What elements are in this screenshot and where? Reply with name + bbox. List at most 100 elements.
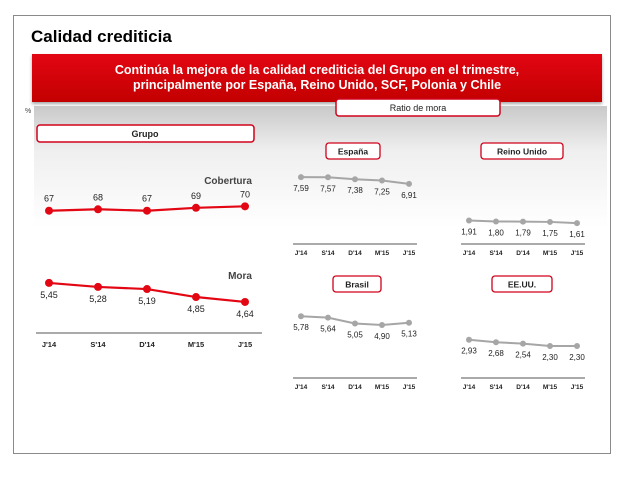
banner-line-2: principalmente por España, Reino Unido, … xyxy=(132,78,502,92)
espana-point xyxy=(352,176,358,183)
cobertura-point xyxy=(143,206,151,215)
espana-tick-label: J'15 xyxy=(403,250,416,257)
reino-unido-data-label: 1,79 xyxy=(515,229,531,238)
reino-unido-tick-label: D'14 xyxy=(516,250,530,257)
espana-point xyxy=(379,177,385,184)
cobertura-data-label: 68 xyxy=(93,192,103,202)
reino-unido-point xyxy=(493,218,499,225)
grupo-title: Grupo xyxy=(132,129,159,139)
mora-point xyxy=(143,285,151,294)
brasil-data-label: 5,64 xyxy=(320,325,336,334)
unit-label: % xyxy=(25,108,31,115)
mora-data-label: 5,19 xyxy=(138,296,156,306)
ee-uu-data-label: 2,93 xyxy=(461,347,477,356)
brasil-tick-label: J'14 xyxy=(295,384,308,391)
reino-unido-data-label: 1,80 xyxy=(488,229,504,238)
espana-title: España xyxy=(338,147,369,157)
espana-point xyxy=(298,174,304,181)
brasil-point xyxy=(325,314,331,321)
grupo-tick-label: M'15 xyxy=(188,340,204,349)
ee-uu-point xyxy=(520,340,526,347)
brasil-title-box xyxy=(332,275,382,293)
cobertura-data-label: 69 xyxy=(191,191,201,201)
ee-uu-tick-label: D'14 xyxy=(516,384,530,391)
brasil-tick-label: J'15 xyxy=(403,384,416,391)
mora-series-name: Mora xyxy=(228,271,252,282)
reino-unido-point xyxy=(547,218,553,225)
mora-point xyxy=(45,278,53,287)
brasil-data-label: 5,13 xyxy=(401,330,417,339)
reino-unido-data-label: 1,91 xyxy=(461,228,477,237)
brasil-title: Brasil xyxy=(345,280,369,290)
cobertura-data-label: 67 xyxy=(44,194,54,204)
ee-uu-point xyxy=(466,336,472,343)
brasil-point xyxy=(352,320,358,327)
reino-unido-point xyxy=(520,218,526,225)
ee-uu-data-label: 2,30 xyxy=(542,353,558,362)
ee-uu-point xyxy=(574,343,580,349)
brasil-data-label: 5,78 xyxy=(293,323,309,332)
espana-tick-label: M'15 xyxy=(375,250,390,257)
ee-uu-data-label: 2,68 xyxy=(488,349,504,358)
espana-data-label: 6,91 xyxy=(401,191,417,200)
brasil-tick-label: M'15 xyxy=(375,384,390,391)
banner-line-1: Continúa la mejora de la calidad crediti… xyxy=(114,63,520,77)
espana-title-box xyxy=(325,142,381,160)
brasil-data-label: 5,05 xyxy=(347,331,363,340)
ee-uu-point xyxy=(547,343,553,349)
espana-data-label: 7,25 xyxy=(374,188,390,197)
grupo-tick-label: J'15 xyxy=(238,340,252,349)
mora-point xyxy=(94,282,102,291)
grupo-title-box xyxy=(36,124,255,143)
cobertura-point xyxy=(94,205,102,214)
reino-unido-tick-label: J'15 xyxy=(571,250,584,257)
ee-uu-data-label: 2,30 xyxy=(569,353,585,362)
reino-unido-point xyxy=(466,217,472,224)
grupo-tick-label: J'14 xyxy=(42,340,57,349)
cobertura-point xyxy=(241,202,249,211)
reino-unido-data-label: 1,61 xyxy=(569,230,585,239)
ee-uu-tick-label: M'15 xyxy=(543,384,558,391)
cobertura-point xyxy=(192,203,200,212)
small-multiples: España 7,59 7,57 7,38 7,25 6,91 J'14 S'14 D'14 M'… xyxy=(293,142,585,391)
cobertura-point xyxy=(45,206,53,215)
reino-unido-tick-label: J'14 xyxy=(463,250,476,257)
espana-point xyxy=(406,180,412,187)
headline-banner: Continúa la mejora de la calidad crediti… xyxy=(32,54,602,102)
reino-unido-point xyxy=(574,220,580,227)
grupo-tick-label: D'14 xyxy=(139,340,155,349)
ratio-label-box xyxy=(335,98,501,117)
espana-tick-label: J'14 xyxy=(295,250,308,257)
mora-point xyxy=(192,293,200,302)
slide-frame: Calidad crediticia Continúa la mejora de… xyxy=(13,15,611,454)
espana-tick-label: D'14 xyxy=(348,250,362,257)
brasil-point xyxy=(379,322,385,328)
ee-uu-tick-label: J'14 xyxy=(463,384,476,391)
reino-unido-title: Reino Unido xyxy=(497,147,547,157)
ee-uu-tick-label: S'14 xyxy=(489,384,502,391)
espana-data-label: 7,59 xyxy=(293,184,309,193)
brasil-tick-label: D'14 xyxy=(348,384,362,391)
ratio-label: Ratio de mora xyxy=(390,103,447,113)
grupo-chart: Grupo Cobertura 67 68 67 69 70 Mora 5,45 5,28 5,19… xyxy=(36,124,262,349)
reino-unido-tick-label: M'15 xyxy=(543,250,558,257)
brasil-data-label: 4,90 xyxy=(374,332,390,341)
brasil-tick-label: S'14 xyxy=(321,384,334,391)
mora-data-label: 4,64 xyxy=(236,309,254,319)
espana-tick-label: S'14 xyxy=(321,250,334,257)
reino-unido-title-box xyxy=(480,142,564,160)
grupo-tick-label: S'14 xyxy=(90,340,106,349)
cobertura-data-label: 70 xyxy=(240,189,250,199)
espana-point xyxy=(325,174,331,181)
ee-uu-title-box xyxy=(491,275,553,293)
reino-unido-data-label: 1,75 xyxy=(542,229,558,238)
mora-data-label: 5,45 xyxy=(40,290,58,300)
reino-unido-tick-label: S'14 xyxy=(489,250,502,257)
ee-uu-title: EE.UU. xyxy=(508,280,536,290)
brasil-point xyxy=(406,319,412,326)
ee-uu-data-label: 2,54 xyxy=(515,351,531,360)
mora-data-label: 4,85 xyxy=(187,304,205,314)
ee-uu-point xyxy=(493,339,499,346)
espana-data-label: 7,57 xyxy=(320,184,336,193)
slide-title: Calidad crediticia xyxy=(31,27,172,46)
